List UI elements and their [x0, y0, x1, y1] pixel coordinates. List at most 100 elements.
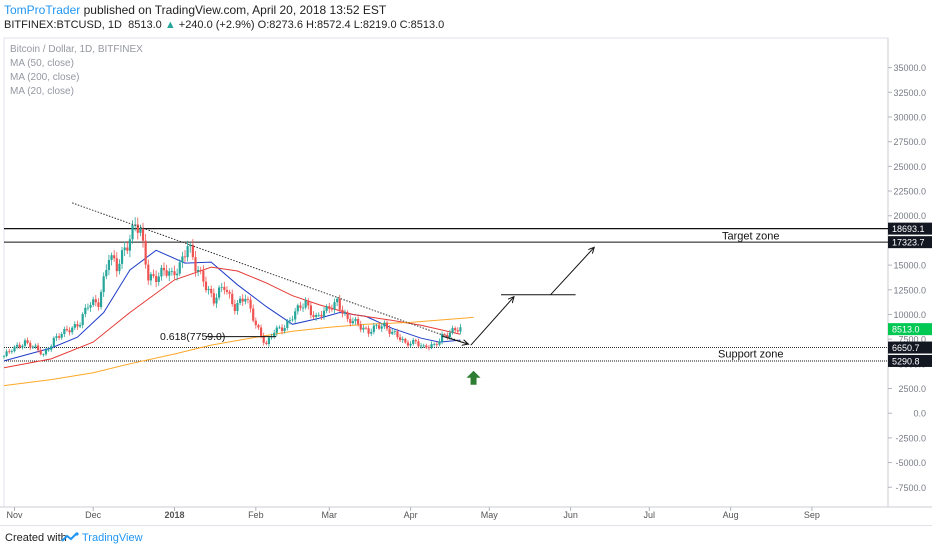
candle-body	[294, 311, 297, 320]
candle-body	[152, 274, 155, 277]
candle-body	[330, 308, 333, 310]
candle-body	[427, 347, 431, 349]
price-tick-label: 0.0	[913, 409, 926, 419]
candle-body	[357, 318, 360, 325]
low-value: 8219.0	[362, 19, 397, 31]
close-value: 8513.0	[410, 19, 445, 31]
candle-body	[252, 308, 255, 321]
created-with-label: Created with	[5, 532, 67, 544]
candle-body	[10, 351, 13, 353]
price-tick-label: 2500.0	[898, 384, 926, 394]
price-tick-label: -5000.0	[895, 458, 926, 468]
legend-title[interactable]: Bitcoin / Dollar, 1D, BITFINEX	[10, 44, 143, 55]
open-value: 8273.6	[269, 19, 303, 31]
candle-body	[29, 342, 32, 348]
projection-arrow-target	[550, 247, 595, 296]
candle-body	[328, 306, 331, 309]
candle-body	[438, 341, 441, 345]
candle-body	[336, 298, 339, 303]
candle-body	[375, 325, 378, 326]
price-tick-label: 32500.0	[893, 88, 926, 98]
candle-body	[275, 327, 278, 333]
candle-body	[317, 314, 320, 316]
price-label-text: 6650.7	[892, 343, 920, 353]
candle-body	[459, 327, 462, 332]
candle-body	[34, 345, 37, 347]
candle-body	[265, 342, 268, 345]
candle-body	[404, 338, 407, 343]
candle-body	[157, 276, 160, 283]
symbol-label: BITFINEX:BTCUSD, 1D	[4, 19, 122, 31]
candle-body	[120, 250, 124, 264]
candle-body	[412, 340, 415, 344]
footer-bar: Created with TradingView	[0, 525, 932, 551]
candle-body	[99, 292, 103, 307]
tradingview-logo-icon[interactable]	[61, 532, 79, 544]
candle-body	[204, 281, 208, 291]
candle-body	[115, 258, 118, 272]
candle-body	[425, 345, 428, 348]
candle-body	[370, 331, 373, 334]
candle-body	[254, 320, 257, 326]
candle-body	[144, 240, 147, 265]
projection-arrow-up	[470, 297, 514, 346]
legend-ma50[interactable]: MA (50, close)	[10, 58, 74, 69]
price-tick-label: 35000.0	[893, 63, 926, 73]
candle-body	[220, 286, 223, 288]
price-chart[interactable]: 35000.0 32500.0 30000.0 27500.0 25000.0 22500…	[0, 0, 932, 525]
time-tick-label: Mar	[322, 510, 338, 520]
candle-body	[228, 291, 231, 294]
price-tick-label: 12500.0	[893, 285, 926, 295]
price-label-text: 5290.8	[892, 356, 920, 366]
candle-body	[57, 336, 61, 338]
candle-body	[94, 299, 97, 303]
price-tick-label: -2500.0	[895, 433, 926, 443]
legend-ma20[interactable]: MA (20, close)	[10, 86, 74, 97]
candle-body	[414, 340, 417, 342]
candle-body	[267, 337, 271, 345]
candle-body	[52, 337, 55, 347]
candle-body	[81, 314, 84, 326]
author-link[interactable]: TomProTrader	[4, 3, 81, 17]
candle-body	[170, 271, 173, 273]
candle-body	[383, 322, 386, 327]
price-label-text: 18693.1	[892, 224, 925, 234]
wedge-breakdown-arrow	[441, 335, 468, 344]
tradingview-link[interactable]: TradingView	[82, 532, 143, 544]
candle-body	[89, 304, 92, 308]
candle-body	[283, 328, 286, 332]
candle-body	[197, 269, 200, 272]
ohlc-line: BITFINEX:BTCUSD, 1D 8513.0 ▲ +240.0 (+2.…	[4, 19, 444, 31]
candle-body	[273, 332, 276, 337]
candle-body	[396, 331, 399, 338]
price-tick-label: 10000.0	[893, 310, 926, 320]
candle-body	[364, 327, 368, 329]
candle-body	[349, 318, 352, 324]
ma200-line	[3, 316, 474, 387]
candle-body	[225, 290, 229, 292]
time-tick-label: May	[481, 510, 499, 520]
candle-body	[301, 307, 305, 309]
candle-body	[105, 270, 108, 277]
candle-body	[246, 298, 250, 300]
candle-body	[139, 228, 142, 233]
candle-body	[5, 351, 8, 356]
candle-body	[430, 344, 433, 348]
time-tick-label: Dec	[85, 510, 102, 520]
candle-body	[440, 334, 444, 342]
candle-body	[44, 349, 48, 355]
candle-body	[223, 286, 226, 291]
candle-body	[37, 345, 40, 351]
candle-body	[354, 318, 357, 322]
candle-body	[244, 298, 247, 302]
candle-body	[341, 309, 344, 314]
candle-body	[23, 340, 27, 346]
price-label-text: 17323.7	[892, 238, 925, 248]
candle-body	[406, 342, 410, 346]
low-label: L:	[353, 19, 363, 31]
candle-body	[123, 247, 126, 251]
legend-ma200[interactable]: MA (200, close)	[10, 72, 79, 83]
candle-body	[422, 345, 425, 347]
candle-body	[165, 270, 168, 276]
candle-body	[162, 267, 166, 271]
